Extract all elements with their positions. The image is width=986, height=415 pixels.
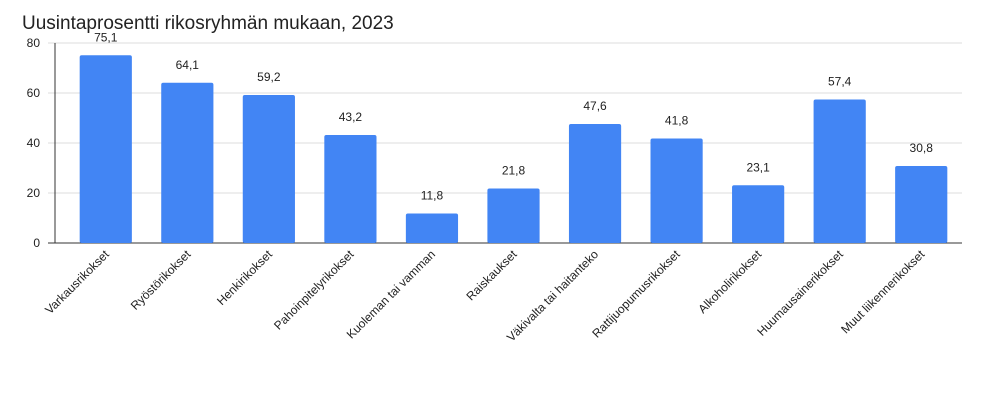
value-label: 59,2: [257, 70, 281, 84]
x-tick-label: Ryöstörikokset: [128, 247, 194, 313]
value-label: 30,8: [910, 141, 934, 155]
x-tick-label: Väkivalta tai haitanteko: [504, 247, 601, 344]
x-tick-label: Varkausrikokset: [42, 247, 112, 317]
bar: [895, 166, 948, 243]
y-tick-label: 80: [27, 36, 41, 50]
x-tick-label: Pahoinpitelyrikokset: [271, 247, 357, 333]
x-tick-label: Raiskaukset: [463, 247, 520, 304]
value-label: 21,8: [502, 164, 526, 178]
value-label: 47,6: [583, 99, 607, 113]
bar: [813, 99, 866, 243]
bar: [487, 188, 540, 243]
x-tick-label: Alkoholirikokset: [695, 247, 764, 316]
value-label: 11,8: [421, 189, 444, 203]
bar: [568, 124, 622, 243]
y-tick-label: 40: [27, 136, 41, 150]
x-tick-label: Rattijuopumusrikokset: [589, 247, 683, 341]
value-label: 57,4: [828, 75, 852, 89]
x-tick-label: Huumausainerikokset: [754, 247, 846, 339]
x-tick-label: Henkirikokset: [214, 247, 275, 308]
x-tick-label: Muut liikennerikokset: [838, 247, 928, 337]
value-label: 64,1: [176, 58, 200, 72]
value-label: 43,2: [339, 110, 363, 124]
y-tick-label: 20: [27, 186, 41, 200]
value-label: 23,1: [746, 160, 770, 174]
bar: [650, 138, 703, 243]
bar: [242, 95, 295, 243]
chart-title: Uusintaprosentti rikosryhmän mukaan, 202…: [22, 13, 394, 34]
bar: [79, 55, 132, 243]
bar: [732, 185, 785, 243]
value-label: 41,8: [665, 114, 689, 128]
bar: [324, 135, 377, 243]
bar: [161, 82, 214, 243]
y-tick-label: 60: [27, 86, 41, 100]
value-label: 75,1: [94, 30, 118, 44]
x-tick-label: Kuoleman tai vamman: [344, 247, 438, 341]
y-tick-label: 0: [33, 236, 40, 250]
bar: [405, 213, 459, 243]
